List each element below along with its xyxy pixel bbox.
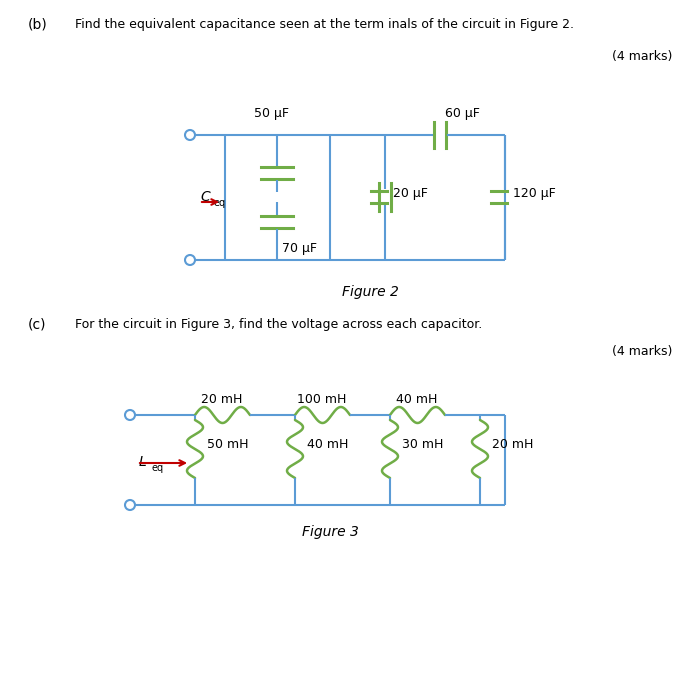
Text: (c): (c) [28,318,46,332]
Text: 100 mH: 100 mH [298,393,346,406]
Text: 120 μF: 120 μF [513,187,556,200]
Text: Figure 3: Figure 3 [302,525,358,539]
Text: (b): (b) [28,18,48,32]
Text: 20 mH: 20 mH [202,393,243,406]
Text: eq: eq [152,463,164,473]
Text: 30 mH: 30 mH [402,437,443,451]
Text: 50 mH: 50 mH [207,437,248,451]
Text: 20 mH: 20 mH [492,437,533,451]
Text: 50 μF: 50 μF [255,107,290,120]
Text: 40 mH: 40 mH [307,437,349,451]
Text: (4 marks): (4 marks) [612,50,672,63]
Text: 20 μF: 20 μF [393,187,428,200]
Text: eq: eq [214,198,226,208]
Text: 60 μF: 60 μF [445,107,480,120]
Text: Figure 2: Figure 2 [342,285,398,299]
Text: $L$: $L$ [138,455,147,469]
Text: (4 marks): (4 marks) [612,345,672,358]
Text: 40 mH: 40 mH [396,393,438,406]
Text: 70 μF: 70 μF [282,242,317,255]
Text: $C$: $C$ [200,190,211,204]
Text: Find the equivalent capacitance seen at the term inals of the circuit in Figure : Find the equivalent capacitance seen at … [75,18,574,31]
Text: For the circuit in Figure 3, find the voltage across each capacitor.: For the circuit in Figure 3, find the vo… [75,318,482,331]
